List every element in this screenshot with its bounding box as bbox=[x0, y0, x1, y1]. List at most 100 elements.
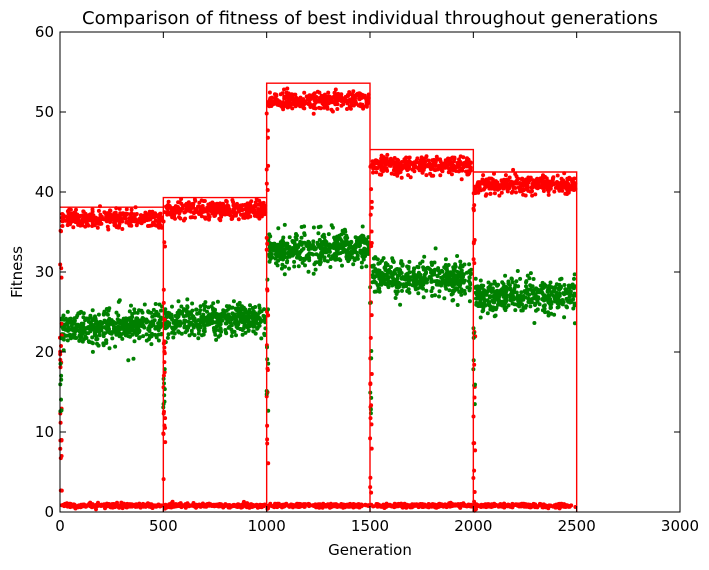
green-point bbox=[508, 287, 513, 292]
red-point bbox=[311, 106, 316, 110]
green-point bbox=[132, 307, 137, 312]
red-point bbox=[348, 92, 353, 97]
green-point bbox=[385, 269, 390, 273]
green-point bbox=[176, 299, 181, 304]
green-point bbox=[531, 288, 535, 293]
floor-point bbox=[332, 503, 337, 508]
floor-point bbox=[416, 505, 421, 510]
red-point bbox=[379, 156, 384, 161]
green-point bbox=[97, 333, 102, 338]
red-point bbox=[545, 182, 550, 186]
green-point bbox=[311, 242, 315, 247]
floor-point bbox=[284, 503, 289, 508]
green-point bbox=[514, 279, 519, 284]
green-point bbox=[61, 348, 66, 353]
green-point bbox=[92, 333, 97, 338]
green-point bbox=[376, 261, 381, 266]
green-point bbox=[200, 318, 205, 323]
red-point bbox=[450, 166, 454, 171]
red-point bbox=[277, 103, 281, 108]
green-point bbox=[107, 346, 112, 351]
green-point bbox=[259, 336, 264, 341]
red-point bbox=[356, 103, 361, 108]
green-point bbox=[485, 298, 490, 303]
green-point bbox=[351, 262, 356, 267]
green-point bbox=[528, 283, 533, 288]
green-point bbox=[159, 332, 164, 337]
green-point bbox=[166, 323, 171, 328]
red-point bbox=[117, 224, 122, 229]
green-point bbox=[467, 262, 472, 267]
green-point bbox=[282, 272, 287, 277]
green-point bbox=[411, 278, 416, 282]
green-point bbox=[486, 280, 491, 285]
green-point bbox=[186, 319, 191, 324]
green-point bbox=[81, 311, 86, 316]
red-point bbox=[123, 211, 128, 216]
green-point bbox=[257, 306, 262, 310]
green-point bbox=[180, 309, 185, 314]
green-point bbox=[541, 304, 546, 309]
red-point bbox=[456, 163, 461, 168]
green-point bbox=[178, 319, 182, 324]
green-point bbox=[237, 308, 242, 313]
red-point bbox=[173, 216, 177, 221]
green-point bbox=[83, 318, 88, 323]
red-point bbox=[203, 215, 208, 220]
green-point bbox=[431, 272, 436, 277]
green-point bbox=[449, 292, 454, 297]
floor-point bbox=[176, 503, 181, 508]
green-point bbox=[197, 311, 202, 316]
green-point bbox=[398, 302, 403, 307]
green-point bbox=[385, 277, 390, 282]
green-point bbox=[447, 278, 452, 283]
red-point bbox=[218, 201, 223, 206]
red-point bbox=[151, 220, 155, 225]
green-point bbox=[377, 271, 382, 276]
red-point bbox=[383, 156, 387, 161]
red-point bbox=[570, 177, 575, 182]
floor-point bbox=[374, 502, 379, 506]
red-point bbox=[499, 190, 504, 195]
green-point bbox=[131, 356, 136, 361]
green-point bbox=[499, 301, 503, 306]
green-point bbox=[375, 257, 380, 262]
green-point bbox=[72, 332, 77, 337]
red-point bbox=[85, 222, 90, 226]
green-point bbox=[424, 288, 429, 293]
transition-point bbox=[58, 456, 63, 461]
green-point bbox=[459, 289, 464, 294]
green-point bbox=[210, 312, 215, 317]
green-point bbox=[120, 319, 124, 324]
green-point bbox=[152, 313, 157, 318]
red-point bbox=[67, 207, 72, 212]
red-point bbox=[517, 185, 522, 190]
green-point bbox=[552, 287, 557, 292]
red-point bbox=[458, 160, 463, 164]
green-point bbox=[393, 271, 398, 276]
floor-point bbox=[226, 503, 231, 508]
green-point bbox=[390, 256, 395, 261]
green-point bbox=[430, 286, 435, 290]
red-point bbox=[330, 109, 335, 114]
floor-point bbox=[381, 502, 386, 507]
green-point bbox=[292, 259, 297, 264]
green-point bbox=[159, 321, 164, 326]
green-point bbox=[318, 260, 323, 265]
green-point bbox=[87, 340, 92, 344]
green-point bbox=[142, 302, 147, 307]
green-point bbox=[532, 321, 537, 325]
green-point bbox=[318, 224, 323, 229]
green-point bbox=[80, 339, 85, 344]
green-point bbox=[88, 315, 93, 320]
red-point bbox=[490, 177, 495, 182]
green-point bbox=[351, 248, 356, 253]
red-point bbox=[252, 213, 257, 218]
green-point bbox=[359, 260, 364, 265]
green-point bbox=[495, 288, 500, 293]
green-point bbox=[215, 318, 220, 323]
red-point bbox=[71, 217, 76, 222]
red-point bbox=[557, 183, 561, 188]
green-point bbox=[76, 311, 81, 316]
